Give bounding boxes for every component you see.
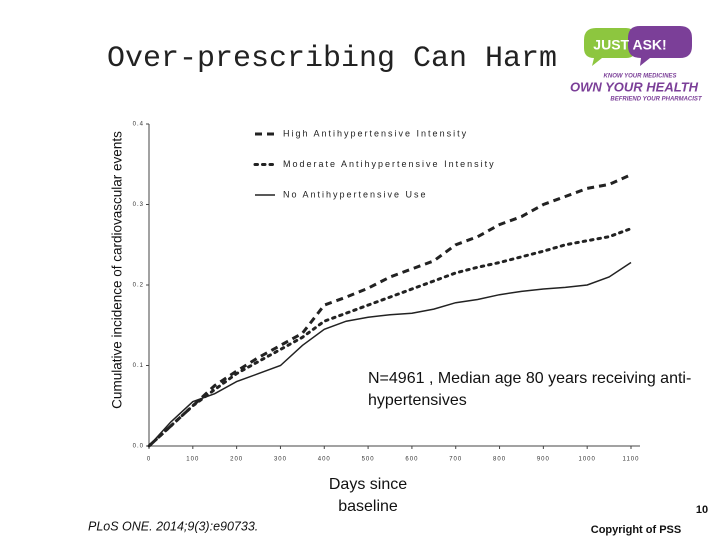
series-line [148, 261, 632, 447]
y-axis-label: Cumulative incidence of cardiovascular e… [110, 131, 125, 409]
x-tick-label: 700 [449, 457, 462, 463]
logo-text: OWN YOUR HEALTH [570, 79, 699, 94]
y-tick-label: 0.1 [133, 363, 144, 369]
logo-bubble [584, 28, 636, 66]
x-tick-label: 300 [274, 457, 287, 463]
x-tick-label: 500 [362, 457, 375, 463]
annotation: N=4961 , Median age 80 years receiving a… [368, 370, 692, 409]
page-number: 10 [696, 504, 708, 516]
logo-text: JUST ASK! [593, 37, 666, 53]
logo: JUST ASK! KNOW YOUR MEDICINES OWN YOUR H… [570, 26, 703, 103]
x-tick-label: 900 [537, 457, 550, 463]
series-line [147, 227, 633, 448]
logo-bubble [628, 26, 692, 66]
x-tick-label: 0 [147, 457, 151, 463]
slide-title: Over-prescribing Can Harm [107, 42, 557, 76]
legend-label: High Antihypertensive Intensity [283, 128, 468, 138]
x-tick-label: 1000 [579, 457, 596, 463]
x-tick-label: 200 [230, 457, 243, 463]
y-tick-label: 0.0 [133, 444, 144, 450]
x-tick-label: 1100 [623, 457, 640, 463]
logo-text: KNOW YOUR MEDICINES [604, 74, 677, 80]
y-tick-label: 0.3 [133, 202, 144, 208]
legend-label: Moderate Antihypertensive Intensity [283, 159, 496, 169]
y-tick-label: 0.4 [133, 122, 144, 128]
y-tick-label: 0.2 [133, 283, 144, 289]
x-tick-label: 100 [186, 457, 199, 463]
x-axis-label: Days since baseline [328, 476, 408, 515]
citation: PLoS ONE. 2014;9(3):e90733. [88, 519, 258, 533]
x-tick-label: 600 [405, 457, 418, 463]
x-tick-label: 400 [318, 457, 331, 463]
copyright: Copyright of PSS [591, 524, 681, 536]
x-tick-label: 800 [493, 457, 506, 463]
logo-text: BEFRIEND YOUR PHARMACIST [610, 97, 703, 103]
legend-label: No Antihypertensive Use [283, 189, 428, 199]
